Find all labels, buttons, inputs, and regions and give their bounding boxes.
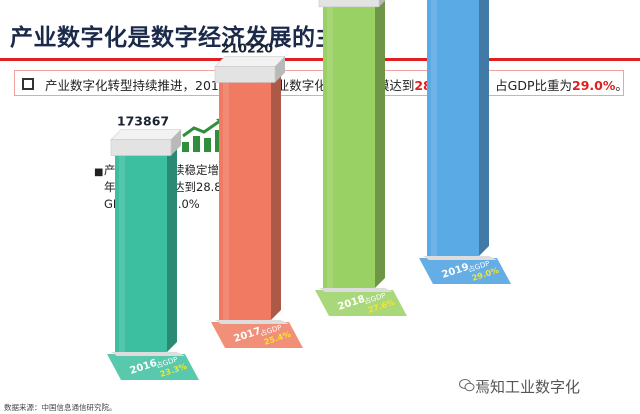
banner-text-mid: ，占GDP比重为 bbox=[482, 78, 573, 93]
share-tag-2017 bbox=[211, 322, 303, 348]
cap-front-2016 bbox=[110, 139, 172, 156]
cap-front-2017 bbox=[214, 66, 276, 83]
cap-top-2017 bbox=[214, 56, 286, 67]
title-divider bbox=[0, 58, 640, 61]
wechat-icon bbox=[459, 379, 475, 392]
share-tag-2018 bbox=[315, 290, 407, 316]
cap-side-2016 bbox=[171, 129, 181, 156]
bar-side-2016 bbox=[167, 145, 177, 352]
cap-top-2016 bbox=[110, 129, 182, 140]
floor-shadow-2019 bbox=[423, 256, 497, 260]
bar-side-2017 bbox=[271, 72, 281, 320]
bar-highlight-2016 bbox=[119, 155, 125, 352]
cap-side-2017 bbox=[275, 56, 285, 83]
bar-2019 bbox=[427, 0, 479, 257]
floor-shadow-2017 bbox=[215, 320, 289, 324]
banner-bullet-icon bbox=[22, 78, 34, 90]
value-label-2016: 173867 bbox=[117, 114, 169, 129]
bar-2017 bbox=[219, 82, 271, 320]
value-label-2017: 210220 bbox=[221, 40, 273, 55]
floor-shadow-2018 bbox=[319, 288, 393, 292]
bar-highlight-2018 bbox=[327, 6, 333, 288]
banner-share: 29.0% bbox=[572, 78, 616, 93]
data-source: 数据来源：中国信息通信研究院。 bbox=[4, 403, 117, 412]
bar-2016 bbox=[115, 155, 167, 352]
cap-side-2018 bbox=[379, 0, 386, 7]
bar-2018 bbox=[323, 6, 375, 288]
bar-highlight-2019 bbox=[431, 0, 437, 257]
bar-side-2019 bbox=[479, 0, 489, 256]
note-bullet-icon: ■ bbox=[94, 167, 104, 178]
banner-text-end: 。 bbox=[615, 78, 628, 93]
bar-side-2018 bbox=[375, 0, 385, 288]
cap-front-2018 bbox=[318, 0, 380, 8]
watermark: 焉知工业数字化 bbox=[475, 378, 581, 396]
floor-shadow-2016 bbox=[111, 352, 185, 356]
share-tag-2019 bbox=[419, 258, 511, 284]
share-tag-2016 bbox=[107, 354, 199, 380]
bar-highlight-2017 bbox=[223, 82, 229, 320]
page-title: 产业数字化是数字经济发展的主阵地 bbox=[10, 25, 386, 51]
